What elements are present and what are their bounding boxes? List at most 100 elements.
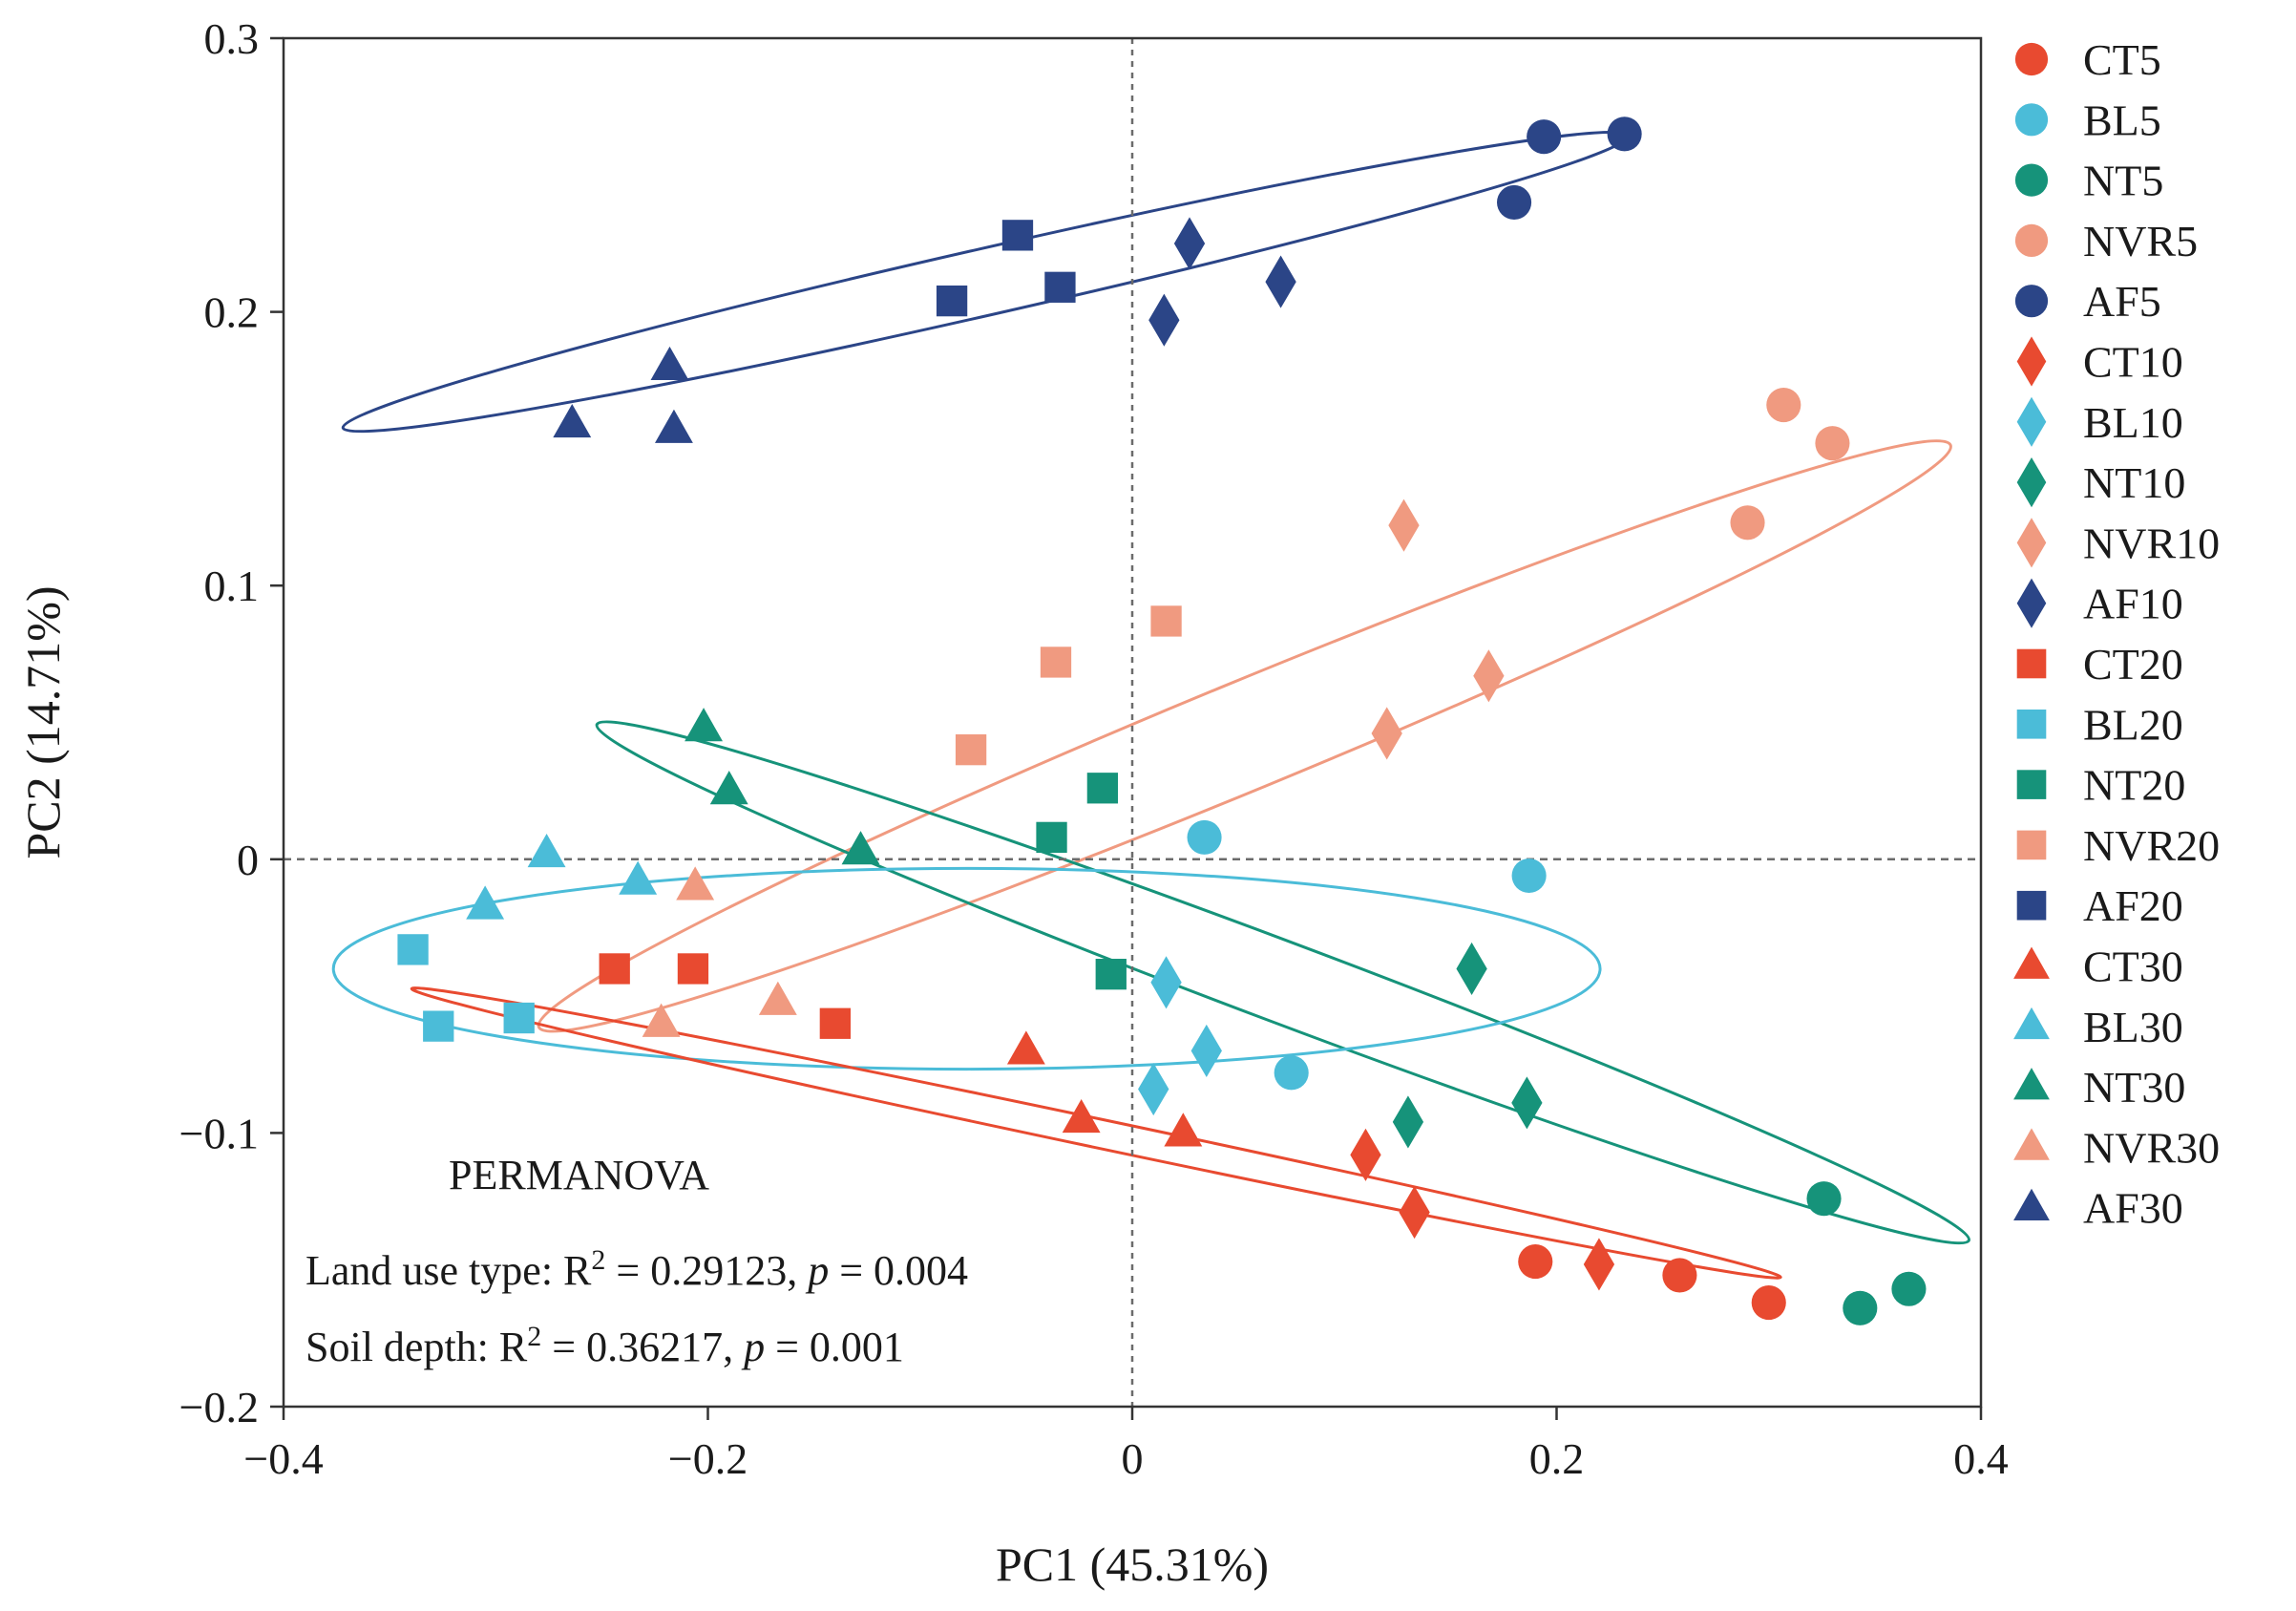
land-use-stat-pvalue: = 0.004	[829, 1247, 968, 1294]
legend-label: AF20	[2083, 881, 2183, 930]
land-use-stat-p: p	[805, 1247, 829, 1294]
soil-depth-stat-pvalue: = 0.001	[765, 1324, 904, 1370]
legend-marker-nt5	[2014, 163, 2049, 197]
point-ct20-2	[677, 953, 709, 985]
legend-label: AF10	[2083, 580, 2183, 628]
y-tick-label: 0.2	[204, 288, 260, 337]
point-nt20-1	[1036, 821, 1067, 854]
point-bl10-2	[1150, 956, 1182, 1009]
legend-item-ct5: CT5	[2014, 35, 2161, 84]
point-bl30-2	[527, 833, 566, 868]
legend-label: NVR10	[2083, 519, 2220, 567]
point-nvr20-3	[1150, 605, 1182, 637]
point-nt20-2	[1086, 773, 1119, 804]
legend-item-af5: AF5	[2014, 277, 2161, 326]
ellipse-nvr	[537, 439, 1952, 1033]
point-af20-2	[1001, 220, 1034, 251]
point-ct20-1	[599, 953, 630, 985]
point-nvr10-3	[1473, 649, 1505, 703]
soil-depth-stat-value: = 0.36217,	[541, 1324, 744, 1370]
point-nt30-1	[685, 708, 724, 742]
point-ct20-3	[819, 1007, 851, 1039]
legend-marker-ct30	[2013, 946, 2050, 979]
x-tick-label: −0.2	[668, 1434, 748, 1483]
point-af5-3	[1607, 117, 1642, 152]
ellipse-nt	[595, 720, 1971, 1245]
point-bl10-1	[1138, 1062, 1169, 1116]
land-use-stat: Land use type: R2 = 0.29123, p = 0.004	[305, 1244, 968, 1295]
plot-frame	[282, 36, 1983, 1409]
legend-marker-ct5	[2014, 42, 2049, 76]
legend-marker-af10	[2016, 578, 2047, 628]
legend-marker-nvr30	[2013, 1128, 2050, 1160]
point-nt30-3	[841, 831, 880, 865]
legend-item-af30: AF30	[2013, 1184, 2183, 1233]
legend-label: BL30	[2083, 1003, 2183, 1051]
point-nvr30-1	[642, 1003, 681, 1037]
point-ct5-1	[1518, 1244, 1553, 1280]
point-nt20-3	[1095, 959, 1127, 990]
point-nvr10-2	[1388, 498, 1420, 552]
ellipse-af	[341, 130, 1631, 434]
legend-label: AF30	[2083, 1184, 2183, 1233]
legend-label: AF5	[2083, 277, 2161, 326]
x-axis-title: PC1 (45.31%)	[996, 1537, 1269, 1591]
legend-item-nvr20: NVR20	[2016, 821, 2220, 870]
legend-label: NT30	[2083, 1063, 2185, 1112]
point-ct30-3	[1164, 1113, 1203, 1147]
permanova-annotation: PERMANOVA Land use type: R2 = 0.29123, p…	[305, 1152, 968, 1370]
legend-item-bl10: BL10	[2016, 396, 2183, 447]
x-tick-label: 0	[1122, 1434, 1144, 1483]
legend-label: CT5	[2083, 35, 2161, 84]
point-ct30-2	[1062, 1098, 1101, 1134]
legend-marker-af20	[2016, 890, 2047, 921]
point-nvr5-1	[1730, 505, 1765, 541]
legend-label: CT10	[2083, 338, 2183, 387]
point-nvr5-3	[1815, 426, 1850, 461]
point-nvr20-1	[955, 734, 987, 766]
legend-item-af20: AF20	[2016, 881, 2183, 930]
point-nvr10-1	[1371, 707, 1402, 760]
point-nvr30-2	[676, 866, 715, 901]
legend-marker-af30	[2013, 1188, 2050, 1221]
point-nvr20-2	[1040, 647, 1072, 678]
legend-label: CT30	[2083, 943, 2183, 991]
point-af30-1	[553, 404, 592, 438]
point-nt5-3	[1891, 1271, 1927, 1306]
legend-item-ct10: CT10	[2016, 336, 2183, 387]
point-af20-1	[936, 285, 968, 317]
point-ct10-3	[1583, 1238, 1615, 1291]
soil-depth-stat-p: p	[741, 1324, 765, 1370]
point-af10-2	[1173, 217, 1206, 270]
y-tick-label: −0.1	[179, 1109, 259, 1157]
legend-label: NVR30	[2083, 1123, 2220, 1172]
legend-label: NT5	[2083, 157, 2163, 205]
point-nt30-2	[709, 771, 748, 805]
legend-marker-bl10	[2016, 396, 2047, 447]
point-af10-1	[1148, 293, 1180, 347]
ellipse-layer	[331, 130, 1971, 1280]
point-af5-2	[1527, 119, 1562, 155]
legend-label: BL5	[2083, 95, 2161, 144]
point-ct5-3	[1751, 1285, 1786, 1321]
point-bl30-3	[619, 860, 658, 895]
legend-label: NVR5	[2083, 217, 2198, 265]
legend-item-nt10: NT10	[2016, 457, 2185, 508]
point-af20-3	[1044, 271, 1076, 303]
point-af10-3	[1265, 255, 1296, 308]
legend-marker-ct20	[2016, 648, 2047, 679]
point-bl10-3	[1190, 1024, 1222, 1077]
legend-marker-nt20	[2016, 770, 2047, 799]
point-nt10-1	[1392, 1095, 1424, 1149]
point-layer	[397, 117, 1927, 1325]
land-use-stat-value: = 0.29123,	[605, 1247, 808, 1294]
legend-marker-nt30	[2013, 1068, 2050, 1100]
point-nt10-2	[1456, 942, 1487, 995]
point-nvr5-2	[1766, 387, 1801, 423]
point-ct30-1	[1006, 1030, 1045, 1065]
point-bl30-1	[466, 885, 505, 920]
legend-item-nvr30: NVR30	[2013, 1123, 2220, 1172]
legend-marker-bl20	[2016, 710, 2047, 739]
soil-depth-stat-prefix: Soil depth: R	[305, 1324, 528, 1370]
